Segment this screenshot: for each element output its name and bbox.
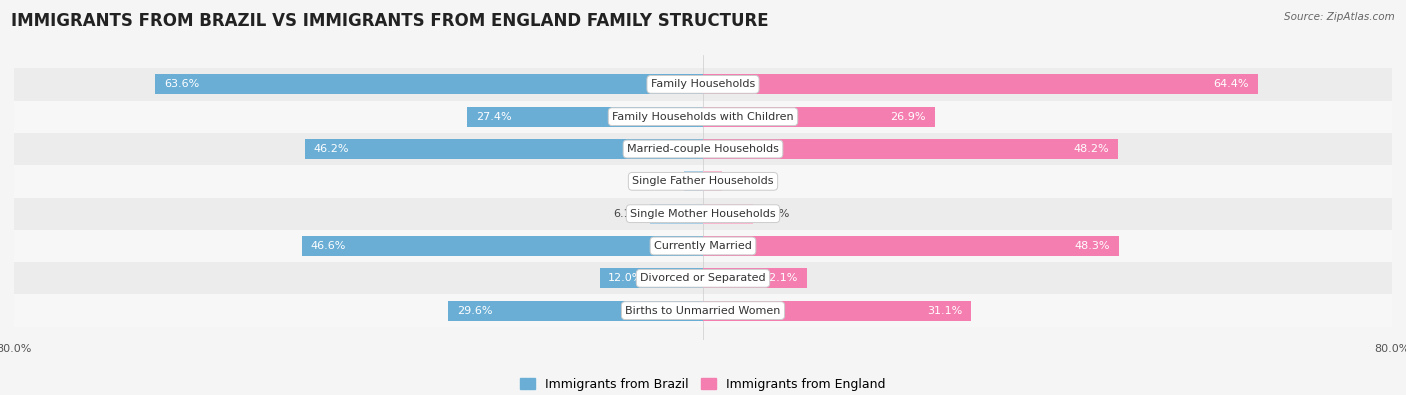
Bar — [14, 294, 1392, 327]
Bar — [703, 107, 935, 127]
Bar — [302, 236, 703, 256]
Text: Family Households with Children: Family Households with Children — [612, 112, 794, 122]
Text: 12.1%: 12.1% — [763, 273, 799, 283]
Bar — [449, 301, 703, 321]
Text: Source: ZipAtlas.com: Source: ZipAtlas.com — [1284, 12, 1395, 22]
Bar — [651, 204, 703, 224]
Text: Single Father Households: Single Father Households — [633, 176, 773, 186]
Text: 27.4%: 27.4% — [475, 112, 512, 122]
Text: Family Households: Family Households — [651, 79, 755, 89]
Bar — [155, 74, 703, 94]
Legend: Immigrants from Brazil, Immigrants from England: Immigrants from Brazil, Immigrants from … — [515, 373, 891, 395]
Bar — [703, 301, 970, 321]
Bar — [14, 101, 1392, 133]
Text: 48.2%: 48.2% — [1074, 144, 1109, 154]
Bar — [14, 198, 1392, 230]
Bar — [14, 68, 1392, 101]
Text: Currently Married: Currently Married — [654, 241, 752, 251]
Text: 29.6%: 29.6% — [457, 306, 492, 316]
Bar — [703, 171, 721, 191]
Bar — [14, 133, 1392, 165]
Text: 5.8%: 5.8% — [762, 209, 790, 219]
Text: 6.1%: 6.1% — [613, 209, 643, 219]
Text: 64.4%: 64.4% — [1213, 79, 1249, 89]
Text: Divorced or Separated: Divorced or Separated — [640, 273, 766, 283]
Bar — [703, 268, 807, 288]
Text: Births to Unmarried Women: Births to Unmarried Women — [626, 306, 780, 316]
Text: 31.1%: 31.1% — [927, 306, 962, 316]
Bar — [14, 262, 1392, 294]
Text: 26.9%: 26.9% — [890, 112, 927, 122]
Text: 63.6%: 63.6% — [165, 79, 200, 89]
Bar — [703, 236, 1119, 256]
Bar — [14, 165, 1392, 198]
Bar — [703, 204, 754, 224]
Bar — [14, 230, 1392, 262]
Text: IMMIGRANTS FROM BRAZIL VS IMMIGRANTS FROM ENGLAND FAMILY STRUCTURE: IMMIGRANTS FROM BRAZIL VS IMMIGRANTS FRO… — [11, 12, 769, 30]
Text: 46.6%: 46.6% — [311, 241, 346, 251]
Bar — [599, 268, 703, 288]
Bar — [703, 139, 1118, 159]
Bar — [703, 74, 1257, 94]
Text: 48.3%: 48.3% — [1074, 241, 1111, 251]
Bar — [467, 107, 703, 127]
Text: 46.2%: 46.2% — [314, 144, 349, 154]
Text: 2.2%: 2.2% — [647, 176, 675, 186]
Text: 2.2%: 2.2% — [731, 176, 759, 186]
Bar — [305, 139, 703, 159]
Text: Married-couple Households: Married-couple Households — [627, 144, 779, 154]
Text: 12.0%: 12.0% — [609, 273, 644, 283]
Text: Single Mother Households: Single Mother Households — [630, 209, 776, 219]
Bar — [685, 171, 703, 191]
